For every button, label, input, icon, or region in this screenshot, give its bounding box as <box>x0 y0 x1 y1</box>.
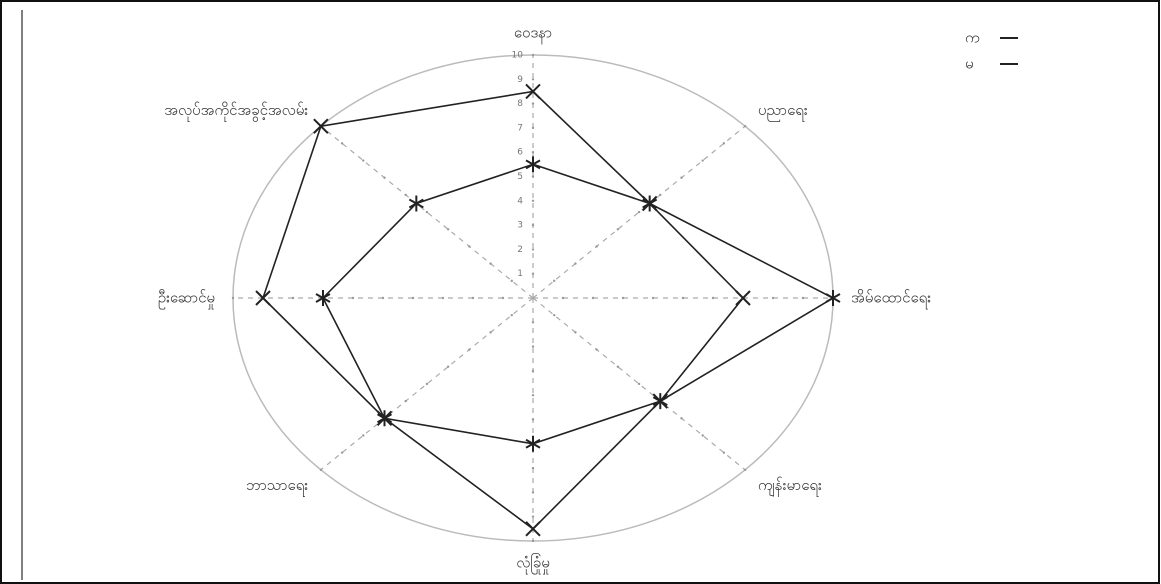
tick-mark <box>680 417 682 419</box>
tick-mark <box>744 125 746 127</box>
tick-mark <box>532 248 534 250</box>
tick-mark <box>682 297 684 299</box>
tick-mark <box>341 142 343 144</box>
tick-mark <box>595 348 597 350</box>
tick-mark <box>362 159 364 161</box>
tick-mark <box>712 297 714 299</box>
tick-mark <box>532 175 534 177</box>
tick-mark <box>680 177 682 179</box>
tick-mark <box>652 297 654 299</box>
tick-mark <box>772 297 774 299</box>
tick-mark <box>426 211 428 213</box>
tick-mark <box>574 331 576 333</box>
tick-mark <box>320 469 322 471</box>
tick-label: 7 <box>517 123 523 133</box>
tick-mark <box>382 297 384 299</box>
tick-mark <box>532 151 534 153</box>
tick-mark <box>532 370 534 372</box>
tick-mark <box>352 297 354 299</box>
chart: 1 2 3 4 5 6 7 8 9 10 ဝေဒနာပညာရေးအိမ်ထောင်ရေးကျန်းမ… <box>0 0 1161 584</box>
tick-mark <box>723 451 725 453</box>
tick-mark <box>617 228 619 230</box>
tick-mark <box>405 194 407 196</box>
tick-label: 3 <box>517 221 523 231</box>
tick-mark <box>532 540 534 542</box>
tick-label: 9 <box>517 75 523 85</box>
tick-mark <box>532 491 534 493</box>
tick-mark <box>617 366 619 368</box>
tick-label: 1 <box>517 269 523 279</box>
tick-mark <box>232 297 234 299</box>
tick-mark <box>362 434 364 436</box>
tick-mark <box>442 297 444 299</box>
tick-mark <box>723 142 725 144</box>
tick-label: 8 <box>517 99 523 109</box>
tick-mark <box>638 211 640 213</box>
tick-mark <box>532 418 534 420</box>
tick-mark <box>489 331 491 333</box>
tick-label: 10 <box>512 51 524 61</box>
tick-mark <box>595 245 597 247</box>
tick-mark <box>292 297 294 299</box>
tick-mark <box>532 321 534 323</box>
tick-mark <box>511 280 513 282</box>
axis-label: လုံခြုံမှု <box>516 553 550 575</box>
tick-mark <box>341 451 343 453</box>
tick-mark <box>511 314 513 316</box>
tick-mark <box>562 297 564 299</box>
tick-mark <box>744 469 746 471</box>
tick-mark <box>702 159 704 161</box>
tick-mark <box>702 434 704 436</box>
axis-label: အိမ်ထောင်ရေး <box>851 289 931 310</box>
axis-label: ဝေဒနာ <box>514 24 552 45</box>
tick-label: 2 <box>517 245 523 255</box>
tick-mark <box>638 383 640 385</box>
legend-label: က <box>965 29 980 47</box>
tick-mark <box>472 297 474 299</box>
tick-mark <box>622 297 624 299</box>
tick-mark <box>532 224 534 226</box>
tick-mark <box>532 102 534 104</box>
tick-mark <box>553 280 555 282</box>
axis-label: ဘာသာရေး <box>246 476 308 497</box>
tick-mark <box>468 348 470 350</box>
tick-mark <box>532 516 534 518</box>
tick-mark <box>574 262 576 264</box>
tick-mark <box>412 297 414 299</box>
tick-mark <box>532 394 534 396</box>
tick-mark <box>659 194 661 196</box>
tick-mark <box>502 297 504 299</box>
tick-mark <box>468 245 470 247</box>
tick-mark <box>532 345 534 347</box>
axis-label: အလုပ်အကိုင်အခွင့်အလမ်း <box>164 101 308 122</box>
tick-mark <box>447 366 449 368</box>
tick-mark <box>532 200 534 202</box>
tick-label: 5 <box>517 172 523 182</box>
tick-mark <box>405 400 407 402</box>
tick-mark <box>532 54 534 56</box>
tick-mark <box>532 467 534 469</box>
tick-mark <box>426 383 428 385</box>
tick-mark <box>532 127 534 129</box>
axis-label: ပညာရေး <box>758 101 808 122</box>
tick-mark <box>447 228 449 230</box>
tick-label: 4 <box>517 196 523 206</box>
tick-mark <box>489 262 491 264</box>
axis-label: ကျန်းမာရေး <box>758 476 822 497</box>
tick-mark <box>553 314 555 316</box>
tick-mark <box>802 297 804 299</box>
tick-mark <box>532 273 534 275</box>
tick-label: 6 <box>517 148 523 158</box>
tick-mark <box>383 177 385 179</box>
tick-mark <box>592 297 594 299</box>
tick-mark <box>532 78 534 80</box>
legend-label: မ <box>965 55 974 73</box>
axis-label: ဦးဆောင်မှု <box>158 289 215 310</box>
